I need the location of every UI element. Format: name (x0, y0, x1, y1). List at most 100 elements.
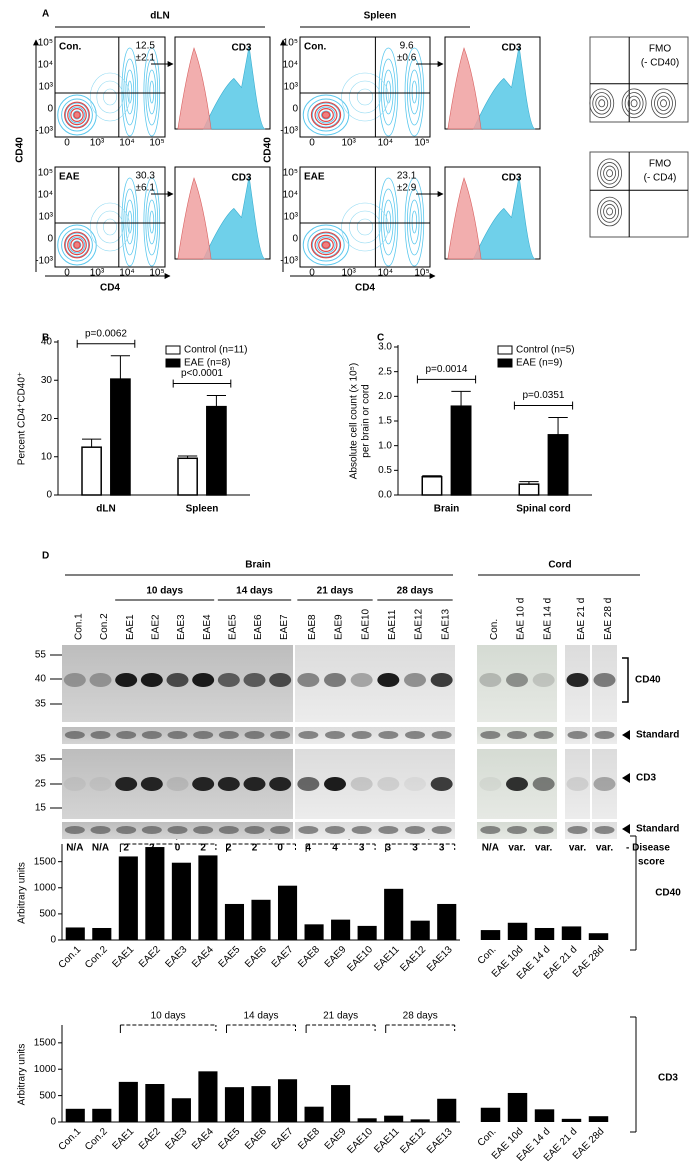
bar (224, 903, 245, 940)
group-label: EAE (59, 172, 80, 183)
contour (380, 188, 396, 256)
contour (57, 224, 97, 266)
bar (198, 855, 218, 940)
flow-tick: 10⁵ (414, 138, 429, 149)
score-label: - Disease (626, 843, 670, 854)
disease-score: var. (508, 843, 525, 854)
contour (72, 240, 82, 250)
bar (384, 1115, 404, 1122)
contour (409, 69, 420, 115)
legend-label: Control (n=5) (516, 345, 575, 356)
flow-tick: 10⁵ (149, 268, 164, 279)
period-label: 28 days (397, 586, 434, 597)
standard-band (325, 731, 345, 739)
contour (651, 88, 676, 119)
legend-swatch (165, 358, 181, 368)
disease-score: 2 (200, 843, 206, 854)
standard-band (116, 731, 137, 739)
flow-tick: 10⁴ (283, 190, 298, 201)
blot-band (192, 673, 215, 687)
blot-band (89, 777, 112, 791)
x-tick-label: EAE7 (270, 1126, 296, 1152)
panel-letter: A (42, 9, 49, 20)
x-tick-label: EAE1 (110, 1126, 136, 1152)
blot (295, 645, 455, 722)
contour (307, 228, 345, 262)
period-label: 28 days (403, 1011, 438, 1022)
blot-band (532, 777, 555, 791)
contour (147, 69, 157, 115)
blot-band (166, 777, 189, 791)
error-bar (178, 455, 198, 459)
blot (295, 822, 455, 839)
x-tick-label: EAE8 (296, 1126, 322, 1152)
mw-label: 25 (35, 779, 47, 790)
fmo-label: FMO (649, 159, 671, 170)
x-tick-label: Con. (476, 944, 499, 967)
contour (125, 199, 135, 245)
standard-band (218, 826, 239, 834)
bar (118, 1081, 138, 1122)
contour (121, 47, 139, 137)
histogram-blue (473, 46, 536, 130)
standard-band (405, 826, 425, 834)
blot-band (166, 673, 189, 687)
contour (597, 158, 622, 189)
blot-band (593, 777, 616, 791)
contour (89, 72, 131, 122)
quadrant-error: ±0.6 (397, 53, 417, 64)
x-tick-label: EAE12 (398, 1126, 428, 1156)
bar (145, 1084, 165, 1122)
contour (127, 210, 133, 234)
contour (349, 80, 381, 114)
panel-letter: C (377, 333, 384, 344)
x-tick-label: dLN (96, 504, 115, 515)
bar (357, 925, 377, 940)
contour (657, 95, 670, 111)
quadrant-error: ±6.1 (136, 183, 156, 194)
contour-core (73, 111, 81, 119)
disease-score: 2 (149, 843, 155, 854)
disease-score: N/A (92, 843, 109, 854)
lane-label: EAE2 (150, 614, 161, 640)
axis-title: CD40 (15, 137, 26, 163)
standard-band (244, 826, 265, 834)
x-tick-label: EAE7 (270, 944, 296, 970)
standard-band (270, 826, 291, 834)
bar (410, 920, 430, 940)
contour (627, 95, 641, 111)
legend-label: EAE (n=8) (184, 358, 230, 369)
lane-label: EAE13 (440, 608, 451, 640)
contour (64, 102, 90, 128)
lane-label: EAE 14 d (542, 598, 553, 640)
histogram-label: CD3 (501, 43, 521, 54)
bar (518, 483, 540, 496)
blot-band (404, 777, 426, 791)
y-axis-title: per brain or cord (361, 384, 372, 457)
contour (57, 94, 97, 136)
fmo-label: FMO (649, 44, 671, 55)
contour (589, 88, 615, 119)
contour (147, 199, 157, 245)
lane-label: Con.2 (99, 613, 110, 640)
x-tick-label: Spleen (186, 504, 219, 515)
disease-score: var. (569, 843, 586, 854)
bar (507, 1092, 528, 1122)
p-value: p=0.0351 (523, 390, 565, 401)
standard-band (141, 826, 162, 834)
histogram-label: CD3 (231, 173, 251, 184)
standard-band (244, 731, 265, 739)
standard-band (167, 731, 188, 739)
period-label: 10 days (146, 586, 183, 597)
contour (316, 236, 336, 254)
bar (331, 919, 351, 940)
lane-label: EAE10 (360, 608, 371, 640)
bar (277, 1079, 298, 1122)
flow-tick: 10⁵ (38, 168, 53, 179)
y-tick-label: 0 (46, 490, 52, 501)
bar (304, 1106, 324, 1122)
marker-label: Standard (636, 824, 679, 835)
contour (383, 69, 394, 115)
marker-arrow (622, 730, 630, 740)
